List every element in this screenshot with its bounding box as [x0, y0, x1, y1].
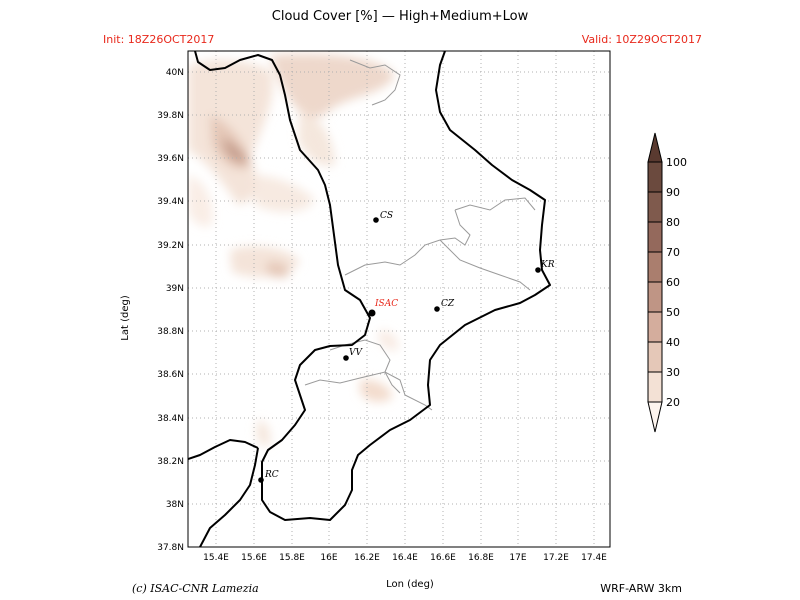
y-tick: 38N	[166, 500, 184, 510]
y-tick: 38.2N	[157, 457, 184, 467]
colorbar-label: 40	[666, 336, 680, 349]
city-cz-label: CZ	[441, 299, 455, 309]
y-tick: 38.6N	[157, 370, 184, 380]
y-tick: 39.8N	[157, 111, 184, 121]
valid-time: Valid: 10Z29OCT2017	[582, 33, 702, 46]
colorbar-label: 50	[666, 306, 680, 319]
city-rc-dot	[258, 477, 264, 483]
city-rc-label: RC	[264, 470, 279, 480]
y-tick-labels: 40N 39.8N 39.6N 39.4N 39.2N 39N 38.8N 38…	[157, 68, 184, 553]
province-boundaries	[304, 59, 536, 411]
colorbar-bin	[647, 281, 663, 313]
x-tick: 17E	[509, 553, 526, 563]
y-tick: 39.4N	[157, 197, 184, 207]
colorbar-label: 20	[666, 396, 680, 409]
colorbar-bin	[647, 221, 663, 253]
map-area	[188, 51, 610, 547]
colorbar-bin	[647, 191, 663, 223]
model-label: WRF-ARW 3km	[600, 582, 682, 595]
x-tick: 17.4E	[581, 553, 607, 563]
colorbar: 100 90 80 70 60 50 40 30 20	[647, 132, 687, 433]
colorbar-label: 60	[666, 276, 680, 289]
city-vv-label: VV	[349, 348, 363, 358]
x-tick: 15.8E	[279, 553, 305, 563]
colorbar-label: 30	[666, 366, 680, 379]
city-vv-dot	[343, 355, 349, 361]
y-axis-label: Lat (deg)	[120, 295, 131, 341]
x-tick: 16E	[320, 553, 337, 563]
x-tick: 16.4E	[392, 553, 418, 563]
credit-text: (c) ISAC-CNR Lamezia	[132, 582, 259, 595]
city-cz-dot	[434, 306, 440, 312]
colorbar-bin	[647, 371, 663, 403]
city-isac-dot	[368, 309, 376, 317]
city-cs-label: CS	[380, 211, 393, 221]
city-cz: CZ	[434, 299, 455, 312]
colorbar-bottom-arrow	[647, 401, 663, 433]
y-tick: 39.6N	[157, 154, 184, 164]
city-cs-dot	[373, 217, 379, 223]
colorbar-label: 80	[666, 216, 680, 229]
init-time: Init: 18Z26OCT2017	[103, 33, 214, 46]
colorbar-label: 70	[666, 246, 680, 259]
x-axis-label: Lon (deg)	[386, 579, 434, 590]
colorbar-bin	[647, 311, 663, 343]
x-tick: 16.2E	[354, 553, 380, 563]
city-isac-label: ISAC	[374, 299, 398, 309]
coastline	[188, 51, 551, 547]
colorbar-label: 90	[666, 186, 680, 199]
city-vv: VV	[343, 348, 363, 361]
y-tick: 38.8N	[157, 327, 184, 337]
x-tick: 16.8E	[468, 553, 494, 563]
gridlines	[188, 51, 610, 547]
x-tick: 15.6E	[241, 553, 267, 563]
y-tick: 38.4N	[157, 414, 184, 424]
y-tick: 37.8N	[157, 543, 184, 553]
city-kr-label: KR	[540, 260, 555, 270]
colorbar-top-arrow	[647, 132, 663, 163]
y-tick: 39N	[166, 284, 184, 294]
x-tick: 17.2E	[543, 553, 569, 563]
colorbar-label: 100	[666, 156, 687, 169]
colorbar-bin	[647, 341, 663, 373]
x-tick: 16.6E	[430, 553, 456, 563]
map-title: Cloud Cover [%] — High+Medium+Low	[272, 9, 529, 24]
city-kr-dot	[535, 267, 541, 273]
city-cs: CS	[373, 211, 393, 223]
x-tick-labels: 15.4E 15.6E 15.8E 16E 16.2E 16.4E 16.6E …	[203, 553, 607, 563]
colorbar-bin	[647, 161, 663, 193]
y-tick: 40N	[166, 68, 184, 78]
city-isac: ISAC	[368, 299, 398, 317]
city-kr: KR	[535, 260, 555, 273]
colorbar-bin	[647, 251, 663, 283]
x-tick: 15.4E	[203, 553, 229, 563]
city-rc: RC	[258, 470, 279, 483]
city-markers: CS KR ISAC CZ VV RC	[258, 211, 555, 483]
map-frame	[187, 50, 611, 548]
y-tick: 39.2N	[157, 241, 184, 251]
